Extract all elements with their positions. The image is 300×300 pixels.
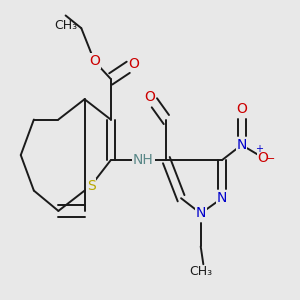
Text: N: N — [196, 206, 206, 220]
Text: CH₃: CH₃ — [54, 19, 77, 32]
Text: O: O — [128, 57, 139, 71]
Text: NH: NH — [133, 153, 154, 167]
Text: O: O — [89, 54, 100, 68]
Text: O: O — [145, 90, 155, 104]
Text: O: O — [236, 102, 247, 116]
Text: +: + — [255, 144, 263, 154]
Text: −: − — [266, 154, 275, 164]
Text: N: N — [236, 138, 247, 152]
Text: CH₃: CH₃ — [189, 265, 212, 278]
Text: S: S — [87, 178, 95, 193]
Text: O: O — [257, 151, 268, 165]
Text: N: N — [217, 191, 227, 205]
